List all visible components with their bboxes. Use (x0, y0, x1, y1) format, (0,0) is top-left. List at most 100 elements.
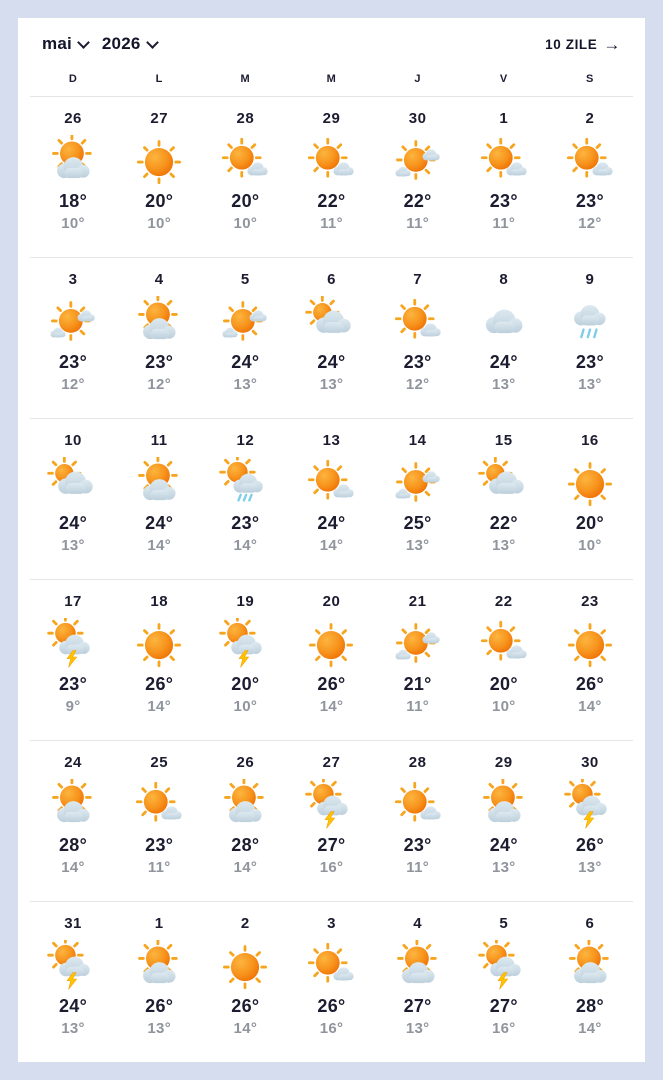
weekday-label: M (326, 73, 337, 85)
low-temp: 11° (406, 215, 430, 232)
year-label: 2026 (101, 34, 141, 53)
low-temp: 11° (406, 698, 430, 715)
month-label: mai (42, 34, 72, 53)
partly-cloudy-icon (219, 777, 271, 833)
ten-days-label: 10 ZILE (545, 36, 598, 52)
day-cell[interactable]: 8 24° 13° (461, 258, 547, 418)
high-temp: 26° (575, 835, 604, 855)
high-temp: 23° (575, 352, 604, 372)
sun-two-clouds-icon (47, 294, 99, 350)
day-cell[interactable]: 28 23° 11° (375, 741, 461, 901)
high-temp: 18° (59, 191, 88, 211)
day-cell[interactable]: 12 23° 14° (202, 419, 288, 579)
low-temp: 14° (233, 1020, 258, 1037)
day-cell[interactable]: 9 23° 13° (547, 258, 633, 418)
day-number: 31 (64, 915, 82, 932)
sun-shower-icon (219, 455, 271, 511)
day-cell[interactable]: 6 28° 14° (547, 902, 633, 1062)
day-cell[interactable]: 3 23° 12° (30, 258, 116, 418)
chevron-down-icon (145, 35, 159, 49)
high-temp: 24° (317, 352, 346, 372)
month-dropdown[interactable]: mai (42, 34, 90, 54)
day-cell[interactable]: 30 26° 13° (547, 741, 633, 901)
day-number: 15 (494, 432, 513, 449)
low-temp: 10° (233, 215, 258, 232)
year-dropdown[interactable]: 2026 (101, 34, 159, 54)
high-temp: 26° (231, 996, 260, 1016)
day-cell[interactable]: 24 28° 14° (30, 741, 116, 901)
day-number: 7 (413, 271, 423, 288)
partly-cloudy-icon (47, 777, 99, 833)
day-number: 20 (322, 593, 341, 610)
day-cell[interactable]: 4 23° 12° (116, 258, 202, 418)
day-cell[interactable]: 5 27° 16° (461, 902, 547, 1062)
high-temp: 28° (231, 835, 260, 855)
day-cell[interactable]: 2 23° 12° (547, 97, 633, 257)
month-year-selectors: mai 2026 (42, 34, 159, 54)
thunder-icon (47, 938, 99, 994)
day-number: 4 (154, 271, 164, 288)
day-number: 5 (240, 271, 250, 288)
day-cell[interactable]: 27 27° 16° (288, 741, 374, 901)
day-cell[interactable]: 1 26° 13° (116, 902, 202, 1062)
day-cell[interactable]: 29 24° 13° (461, 741, 547, 901)
low-temp: 13° (61, 537, 85, 554)
day-cell[interactable]: 17 23° 9° (30, 580, 116, 740)
day-cell[interactable]: 4 27° 13° (375, 902, 461, 1062)
low-temp: 10° (491, 698, 516, 715)
high-temp: 23° (403, 835, 432, 855)
day-number: 6 (327, 271, 336, 288)
sun-two-clouds-icon (392, 133, 444, 189)
day-cell[interactable]: 25 23° 11° (116, 741, 202, 901)
low-temp: 10° (578, 537, 602, 554)
thunder-icon (564, 777, 616, 833)
day-cell[interactable]: 15 22° 13° (461, 419, 547, 579)
day-number: 16 (581, 432, 599, 449)
low-temp: 14° (61, 859, 85, 876)
day-cell[interactable]: 31 24° 13° (30, 902, 116, 1062)
high-temp: 22° (489, 513, 518, 533)
weekday-label: J (414, 73, 421, 85)
day-number: 28 (408, 754, 427, 771)
day-cell[interactable]: 5 24° 13° (202, 258, 288, 418)
day-cell[interactable]: 22 20° 10° (461, 580, 547, 740)
day-cell[interactable]: 19 20° 10° (202, 580, 288, 740)
ten-days-forecast-link[interactable]: 10 ZILE → (545, 36, 621, 53)
day-cell[interactable]: 21 21° 11° (375, 580, 461, 740)
day-cell[interactable]: 6 24° 13° (288, 258, 374, 418)
high-temp: 24° (489, 352, 518, 372)
day-cell[interactable]: 1 23° 11° (461, 97, 547, 257)
high-temp: 24° (59, 996, 88, 1016)
day-cell[interactable]: 30 22° 11° (375, 97, 461, 257)
day-cell[interactable]: 28 20° 10° (202, 97, 288, 257)
day-cell[interactable]: 10 24° 13° (30, 419, 116, 579)
low-temp: 11° (492, 215, 516, 232)
day-cell[interactable]: 27 20° 10° (116, 97, 202, 257)
low-temp: 13° (491, 537, 516, 554)
low-temp: 14° (147, 537, 171, 554)
day-cell[interactable]: 13 24° 14° (288, 419, 374, 579)
day-cell[interactable]: 26 18° 10° (30, 97, 116, 257)
day-cell[interactable]: 26 28° 14° (202, 741, 288, 901)
day-cell[interactable]: 14 25° 13° (375, 419, 461, 579)
partly-cloudy-icon (133, 455, 185, 511)
low-temp: 13° (491, 859, 516, 876)
low-temp: 14° (233, 537, 258, 554)
day-cell[interactable]: 11 24° 14° (116, 419, 202, 579)
day-cell[interactable]: 2 26° 14° (202, 902, 288, 1062)
day-cell[interactable]: 18 26° 14° (116, 580, 202, 740)
rain-icon (564, 294, 616, 350)
day-cell[interactable]: 23 26° 14° (547, 580, 633, 740)
mostly-cloudy-icon (477, 455, 530, 511)
low-temp: 14° (319, 537, 344, 554)
low-temp: 13° (578, 376, 602, 393)
day-cell[interactable]: 3 26° 16° (288, 902, 374, 1062)
mostly-sunny-icon (564, 133, 616, 189)
sunny-icon (305, 616, 357, 672)
day-cell[interactable]: 20 26° 14° (288, 580, 374, 740)
day-cell[interactable]: 16 20° 10° (547, 419, 633, 579)
day-cell[interactable]: 29 22° 11° (288, 97, 374, 257)
high-temp: 26° (145, 996, 174, 1016)
day-cell[interactable]: 7 23° 12° (375, 258, 461, 418)
